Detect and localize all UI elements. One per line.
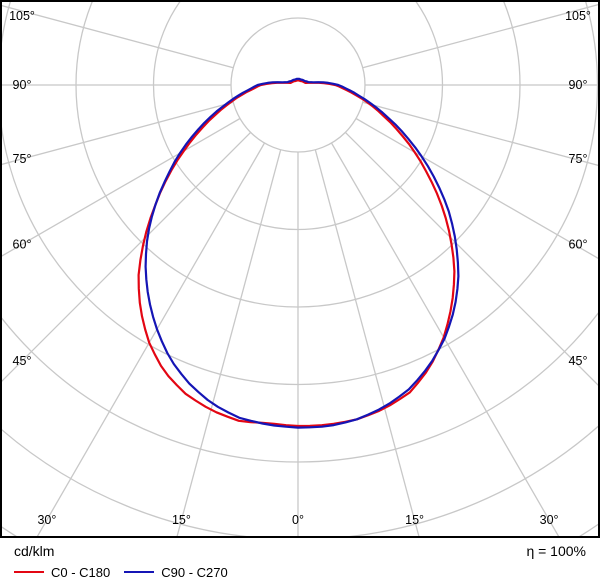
grid-radial-line: [36, 142, 266, 536]
c0-c180-line-swatch: [14, 571, 44, 573]
grid-radial-line: [2, 5, 234, 69]
angle-label: 105°: [565, 9, 591, 23]
efficiency-label: η = 100%: [526, 543, 586, 559]
grid-radial-line: [2, 131, 252, 382]
grid-radial-line: [330, 142, 560, 536]
angle-label: 60°: [13, 237, 32, 251]
c90-c270-line-swatch: [124, 571, 155, 573]
grid-radial-line: [344, 131, 598, 386]
angle-label: 30°: [37, 513, 56, 527]
angle-label: 0°: [292, 513, 304, 527]
angle-label: 30°: [540, 513, 559, 527]
grid-ring: [2, 523, 598, 536]
legend-item-c90-c270: C90 - C270: [124, 564, 228, 580]
grid-radial-line: [355, 117, 598, 259]
angle-label: 60°: [569, 237, 588, 251]
angle-label: 15°: [405, 513, 424, 527]
curve-c0-c180: [137, 79, 456, 428]
units-label: cd/klm: [14, 543, 55, 559]
legend-top-row: cd/klm η = 100%: [14, 541, 586, 561]
legend-series-row: C0 - C180 C90 - C270: [14, 561, 586, 583]
grid-radial-line: [176, 149, 282, 536]
angle-label: 45°: [13, 354, 32, 368]
c0-c180-label: C0 - C180: [51, 564, 111, 580]
angle-label: 75°: [569, 152, 588, 166]
angle-label: 45°: [569, 354, 588, 368]
grid-ring: [2, 312, 598, 463]
c90-c270-label: C90 - C270: [161, 564, 228, 580]
angle-label: 15°: [172, 513, 191, 527]
grid-radial-line: [2, 101, 234, 165]
grid-ring: [2, 2, 598, 386]
polar-chart: 45° 45° 60° 60° 75° 75° 90° 90° 105° 105° 15° 15° 30…: [2, 2, 598, 536]
angle-label: 90°: [569, 78, 588, 92]
grid-radial-line: [2, 117, 241, 257]
angle-label: 75°: [13, 152, 32, 166]
legend: cd/klm η = 100% C0 - C180 C90 - C270: [0, 538, 600, 588]
angle-label: 105°: [9, 9, 35, 23]
grid-ring: [230, 17, 366, 153]
polar-plot-area: 45° 45° 60° 60° 75° 75° 90° 90° 105° 105° 15° 15° 30…: [0, 0, 600, 538]
legend-item-c0-c180: C0 - C180: [14, 565, 110, 580]
grid-radial-line: [362, 3, 598, 69]
grid-ring: [2, 425, 598, 536]
grid-radial-line: [362, 101, 598, 167]
curve-c90-c270: [144, 77, 460, 429]
angle-label: 90°: [13, 78, 32, 92]
grid-radial-line: [314, 149, 420, 536]
